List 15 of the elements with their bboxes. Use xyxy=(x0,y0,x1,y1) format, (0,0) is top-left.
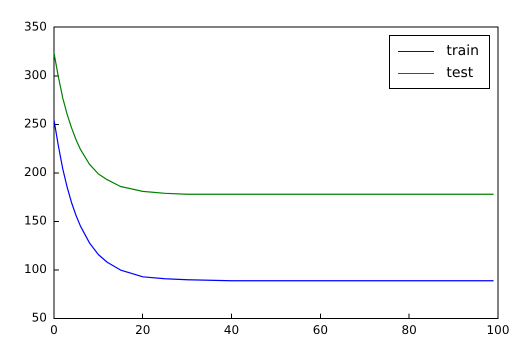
y-tick-label: 200 xyxy=(24,165,47,180)
x-tick-label: 40 xyxy=(224,322,240,337)
y-tick-label: 300 xyxy=(24,68,47,82)
x-tick-label: 0 xyxy=(50,322,58,337)
x-tick-label: 100 xyxy=(486,322,510,337)
legend-label: test xyxy=(446,64,474,84)
y-tick-label: 150 xyxy=(24,214,47,228)
y-tick-label: 50 xyxy=(32,310,47,325)
legend-label: train xyxy=(446,42,479,62)
x-tick-label: 80 xyxy=(402,322,417,337)
x-tick-label: 60 xyxy=(312,322,328,337)
y-tick-label: 350 xyxy=(24,19,47,34)
x-tick-label: 20 xyxy=(135,322,150,337)
y-tick-label: 250 xyxy=(24,116,47,130)
y-tick-label: 100 xyxy=(24,262,47,276)
